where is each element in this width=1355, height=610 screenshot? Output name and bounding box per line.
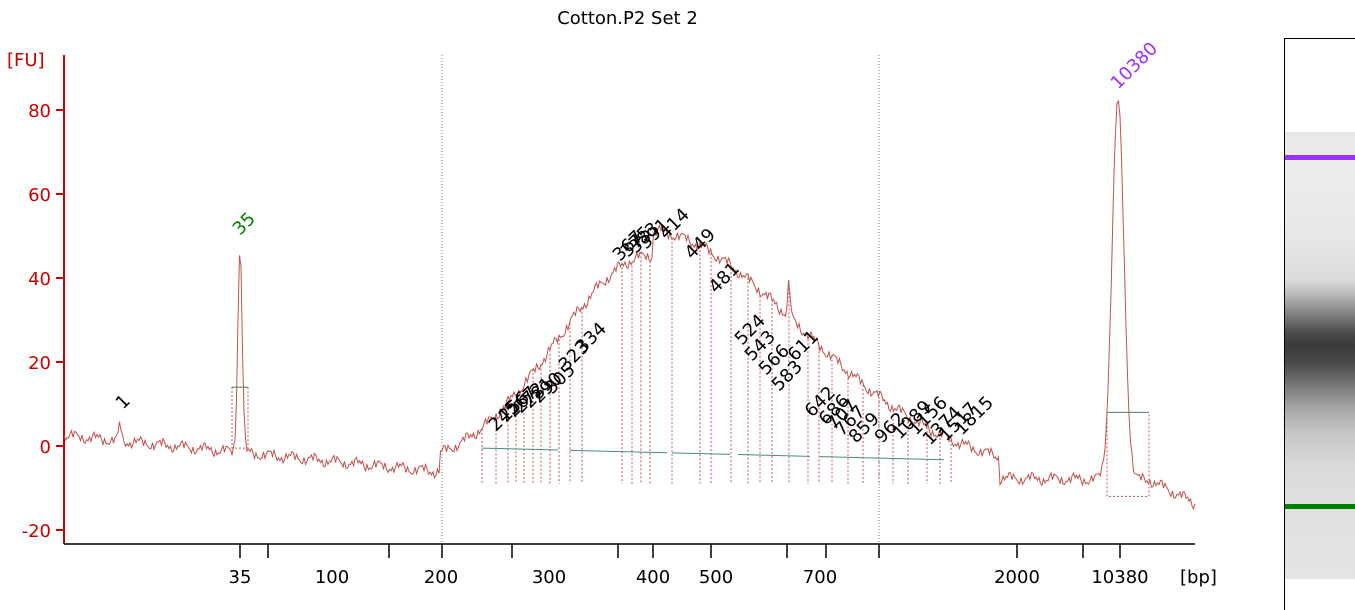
peak-baseline [737,454,811,457]
x-tick-label: 10380 [1091,567,1148,588]
x-tick-label: 300 [532,567,566,588]
y-tick-label: 0 [40,437,51,458]
x-tick-label: 2000 [994,567,1040,588]
x-tick-label: 200 [424,567,458,588]
peak-baseline [481,447,559,451]
peak-labels: 1352452562672722812903053233343673753833… [112,38,1162,449]
gel-image [1284,38,1355,610]
trace-group [63,99,1196,511]
peak-baseline [819,456,945,461]
x-axis-label: [bp] [1180,567,1217,588]
y-tick-label: 40 [28,269,51,290]
upper-marker-box [1106,411,1150,497]
upper-marker-band [1285,155,1355,160]
x-tick-label: 35 [229,567,252,588]
x-tick-label: 100 [315,567,349,588]
electropherogram-plot: [FU] [bp] -20 0 20 40 60 80 35 100 200 300 400 500 700… [7,38,1217,588]
peak-drop-lines [231,238,1150,497]
y-axis-label: [FU] [7,50,45,71]
y-tick-label: 80 [28,101,51,122]
gel-lane [1285,132,1355,579]
peak-baseline [569,449,668,454]
x-tick-label: 700 [803,567,837,588]
chart-title: Cotton.P2 Set 2 [557,8,698,29]
peak-baseline [671,452,731,455]
peak-label: 481 [705,258,744,297]
fluorescence-trace [63,99,1196,511]
axes: [FU] [bp] -20 0 20 40 60 80 35 100 200 300 400 500 700… [7,50,1217,588]
lower-marker-band [1285,504,1355,509]
guide-lines [441,55,880,544]
peak-label: 1 [112,391,135,414]
x-tick-label: 500 [699,567,733,588]
x-tick-label: 400 [636,567,670,588]
peak-label: 35 [229,208,260,239]
y-tick-label: 60 [28,185,51,206]
peak-label: 10380 [1107,38,1162,93]
y-tick-label: 20 [28,353,51,374]
y-tick-label: -20 [22,521,51,542]
